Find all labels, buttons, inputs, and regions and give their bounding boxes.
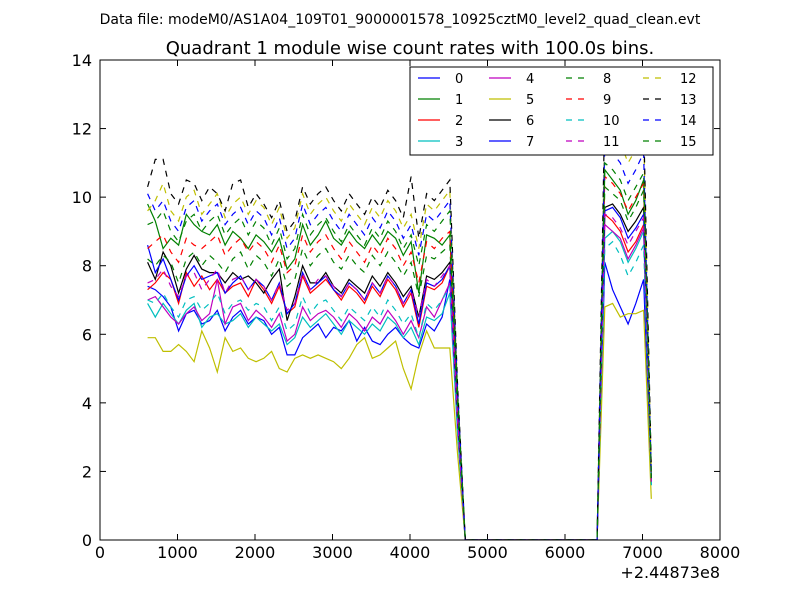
legend-label-9: 9 <box>603 93 611 108</box>
series-line-1 <box>147 167 652 540</box>
series-line-10 <box>147 240 652 540</box>
series-line-12 <box>147 119 652 540</box>
y-tick-label: 12 <box>72 120 92 139</box>
x-axis: 0 1000 2000 3000 4000 5000 6000 7000 8000 <box>95 60 740 562</box>
legend-label-3: 3 <box>455 135 463 150</box>
series-line-3 <box>147 230 652 540</box>
x-tick-label: 1000 <box>157 543 198 562</box>
legend-label-4: 4 <box>526 72 534 87</box>
series-line-8 <box>147 185 652 540</box>
series-line-6 <box>147 203 652 540</box>
x-tick-label: 8000 <box>700 543 741 562</box>
legend-label-15: 15 <box>680 135 697 150</box>
legend-label-14: 14 <box>680 114 697 129</box>
series-line-0 <box>147 262 652 540</box>
series-line-15 <box>147 161 652 540</box>
legend-label-10: 10 <box>603 114 620 129</box>
series-line-2 <box>147 213 652 540</box>
x-tick-label: 7000 <box>622 543 663 562</box>
legend-label-13: 13 <box>680 93 697 108</box>
x-tick-label: 5000 <box>467 543 508 562</box>
legend-label-12: 12 <box>680 72 697 87</box>
x-tick-label: 4000 <box>390 543 431 562</box>
legend-label-11: 11 <box>603 135 620 150</box>
y-tick-label: 10 <box>72 188 92 207</box>
series-line-13 <box>147 102 652 540</box>
y-tick-label: 0 <box>82 531 92 550</box>
y-tick-label: 4 <box>82 394 92 413</box>
chart-suptitle: Data file: modeM0/AS1A04_109T01_90000015… <box>100 12 701 28</box>
y-tick-label: 8 <box>82 257 92 276</box>
series-line-7 <box>147 206 652 540</box>
legend-label-5: 5 <box>526 93 534 108</box>
legend-label-0: 0 <box>455 72 463 87</box>
legend-label-1: 1 <box>455 93 463 108</box>
y-tick-label: 14 <box>72 51 92 70</box>
chart-title: Quadrant 1 module wise count rates with … <box>166 38 655 59</box>
legend-label-2: 2 <box>455 114 463 129</box>
legend-label-6: 6 <box>526 114 534 129</box>
legend-label-7: 7 <box>526 135 534 150</box>
x-tick-label: 2000 <box>235 543 276 562</box>
y-tick-label: 2 <box>82 462 92 481</box>
series-lines <box>147 102 652 540</box>
series-line-5 <box>147 302 652 540</box>
y-tick-label: 6 <box>82 325 92 344</box>
x-tick-label: 3000 <box>312 543 353 562</box>
legend-label-8: 8 <box>603 72 611 87</box>
x-tick-label: 0 <box>95 543 105 562</box>
plot-frame <box>99 59 721 541</box>
x-offset-label: +2.44873e8 <box>620 563 720 582</box>
series-line-9 <box>147 175 652 540</box>
series-line-4 <box>147 223 652 540</box>
legend-frame <box>409 66 714 156</box>
x-tick-label: 6000 <box>545 543 586 562</box>
